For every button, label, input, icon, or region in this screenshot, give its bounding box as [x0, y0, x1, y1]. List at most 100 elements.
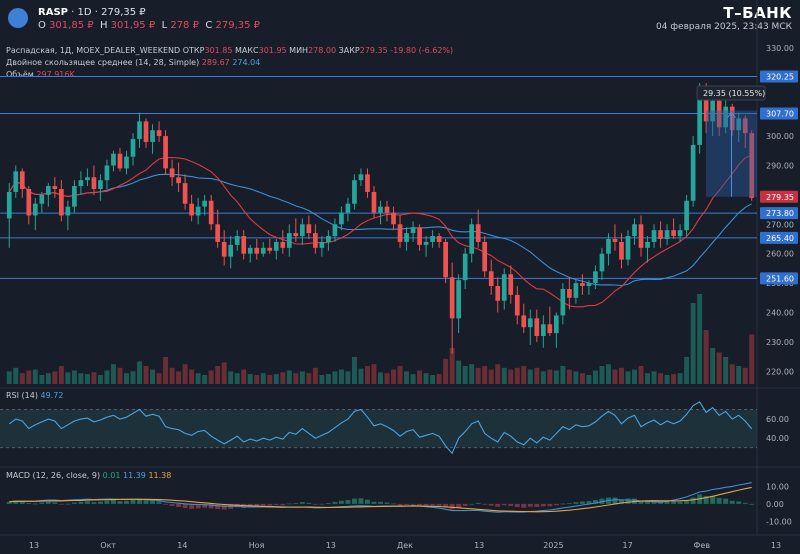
ticker-line: RASP · 1D · 279,35 ₽	[38, 7, 146, 18]
candle-body	[638, 224, 644, 248]
volume-bar	[182, 364, 188, 384]
volume-value: 297.916K	[36, 70, 75, 79]
macd-histogram-bar	[547, 503, 553, 507]
macd-histogram-bar	[397, 503, 403, 506]
volume-bar	[449, 348, 455, 384]
macd-histogram-bar	[404, 503, 410, 505]
candle-body	[430, 236, 435, 242]
macd-legend[interactable]: MACD (12, 26, close, 9) 0.01 11.39 11.38	[6, 471, 171, 480]
interval-label[interactable]: 1D	[77, 7, 92, 18]
ticker-symbol[interactable]: RASP	[38, 7, 68, 18]
macd-histogram-bar	[137, 498, 142, 504]
volume-bar	[391, 369, 397, 384]
macd-histogram-bar	[391, 503, 397, 505]
open-value: 301.85	[204, 46, 233, 55]
candle-body	[612, 238, 618, 242]
macd-histogram-bar	[65, 503, 71, 505]
volume-bar	[723, 357, 729, 384]
macd-label: MACD (12, 26, close, 9)	[6, 471, 101, 480]
volume-bar	[32, 369, 38, 384]
volume-bar	[117, 367, 123, 384]
rsi-legend[interactable]: RSI (14) 49.72	[6, 391, 63, 400]
volume-bar	[573, 371, 579, 384]
price-tick-label: 230.00	[766, 338, 794, 347]
time-axis-label: 13	[326, 541, 336, 550]
macd-histogram-bar	[462, 503, 468, 506]
macd-histogram-bar	[202, 503, 208, 508]
candle-body	[449, 277, 455, 319]
macd-value: 11.39	[122, 471, 146, 480]
volume-bar	[91, 372, 97, 384]
macd-histogram-bar	[163, 503, 169, 505]
candle-body	[293, 233, 299, 237]
candle-body	[59, 189, 64, 216]
candle-body	[156, 130, 162, 137]
macd-histogram-bar	[124, 500, 129, 504]
macd-histogram-bar	[215, 503, 221, 510]
ma-slow-value: 274.04	[232, 58, 261, 67]
candle-body	[599, 253, 605, 272]
high-value: 301.95	[258, 46, 287, 55]
candle-body	[254, 247, 260, 254]
macd-histogram-bar	[625, 498, 631, 504]
candle-body	[228, 244, 234, 257]
macd-histogram-bar	[332, 501, 338, 504]
volume-bar	[97, 375, 103, 384]
datetime: 04 февраля 2025, 23:43 МСК	[656, 22, 792, 32]
candle-body	[495, 286, 501, 301]
macd-histogram-bar	[117, 501, 123, 504]
time-axis-label: Дек	[397, 541, 413, 550]
main-legend[interactable]: Распадская, 1Д, MOEX_DEALER_WEEKEND ОТКР…	[6, 46, 453, 55]
candle-body	[267, 247, 273, 251]
volume-bar	[71, 370, 77, 384]
macd-histogram-bar	[495, 503, 501, 507]
volume-bar	[163, 357, 169, 384]
candle-body	[6, 191, 12, 219]
time-axis-label: 2025	[543, 541, 563, 550]
candle-body	[45, 186, 51, 195]
ticker-separator: ·	[94, 7, 102, 18]
rsi-value: 49.72	[40, 391, 64, 400]
candle-body	[749, 133, 755, 198]
macd-line	[9, 482, 752, 513]
candle-body	[651, 230, 657, 242]
macd-histogram-bar	[482, 503, 488, 505]
low-value: 278.00	[308, 46, 337, 55]
candle-body	[469, 224, 475, 254]
volume-bar	[749, 334, 755, 384]
macd-histogram-bar	[592, 500, 598, 504]
macd-histogram-bar	[176, 503, 182, 508]
volume-bar	[664, 375, 670, 384]
macd-histogram-bar	[612, 497, 618, 504]
volume-bar	[241, 369, 247, 384]
candle-body	[98, 180, 103, 190]
time-axis-label: Ноя	[249, 541, 265, 550]
ma-legend[interactable]: Двойное скользящее среднее (14, 28, Simp…	[6, 58, 260, 67]
macd-histogram-bar	[91, 502, 97, 504]
candle-body	[371, 191, 377, 213]
candle-body	[501, 274, 507, 301]
macd-histogram-bar	[710, 495, 716, 504]
macd-histogram-bar	[742, 502, 748, 504]
candle-body	[52, 186, 58, 190]
candle-body	[352, 180, 357, 204]
rsi-tick-label: 60.00	[766, 415, 789, 424]
volume-bar	[384, 373, 390, 384]
candle-body	[163, 136, 168, 169]
macd-histogram-bar	[521, 503, 527, 508]
candle-body	[150, 130, 155, 142]
candle-body	[241, 236, 247, 254]
candle-body	[195, 206, 201, 216]
macd-histogram-bar	[716, 497, 722, 504]
volume-bar	[137, 361, 142, 384]
macd-histogram-bar	[501, 503, 507, 506]
ma-fast-value: 289.67	[201, 58, 230, 67]
macd-histogram-bar	[267, 503, 273, 506]
macd-histogram-bar	[254, 503, 260, 507]
price-level-tag-label: 251.60	[766, 274, 794, 283]
candle-body	[417, 227, 422, 245]
macd-histogram-bar	[293, 503, 299, 504]
candle-body	[560, 288, 566, 316]
volume-legend[interactable]: Объём 297.916K	[6, 70, 75, 79]
